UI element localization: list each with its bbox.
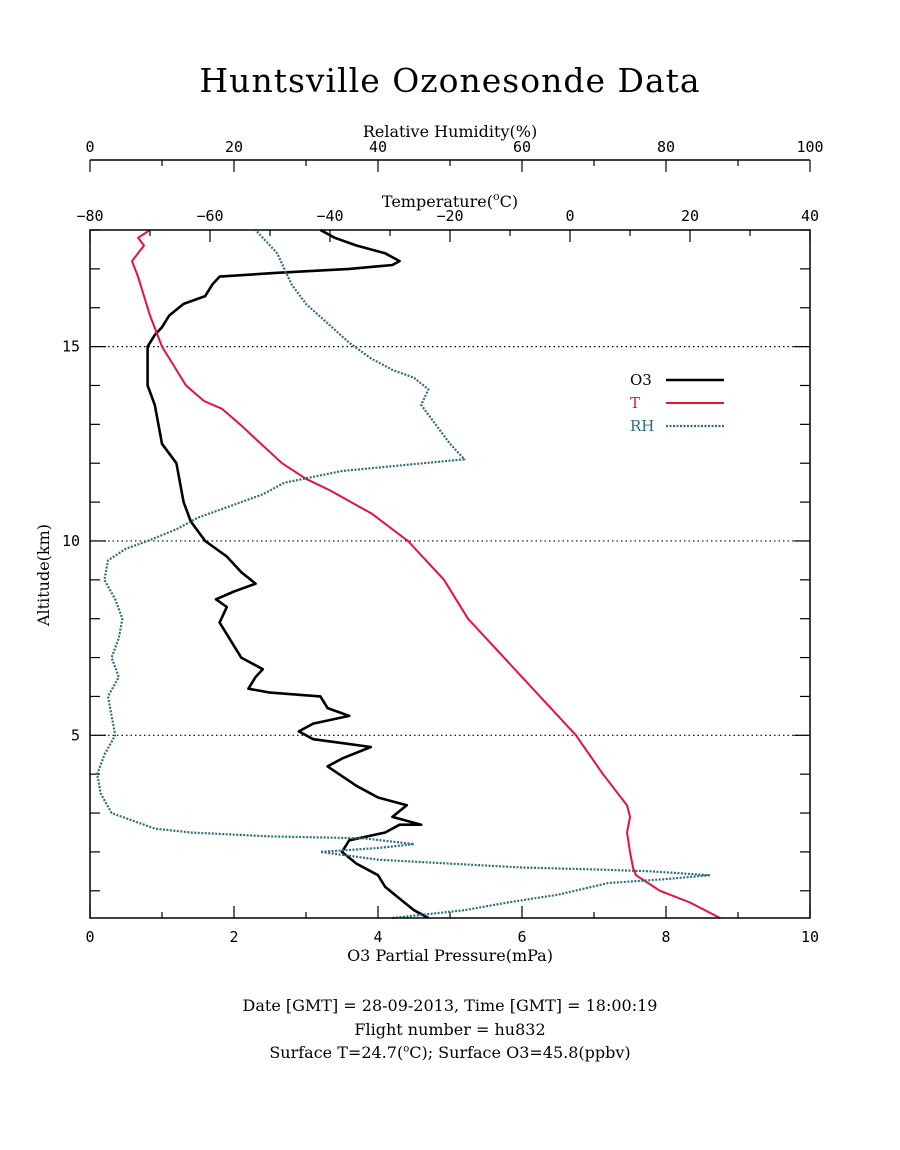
plot-frame (89, 229, 811, 919)
o3-tick-label: 2 (229, 928, 238, 946)
o3-axis-label: O3 Partial Pressure(mPa) (347, 946, 553, 965)
rh-tick-label: 60 (513, 138, 531, 156)
t-tick-label: 0 (565, 207, 574, 225)
rh-axis-label: Relative Humidity(%) (363, 122, 537, 141)
footer-surface-values: Surface T=24.7(oC); Surface O3=45.8(ppbv… (269, 1043, 631, 1062)
legend-label-o3: O3 (630, 371, 652, 389)
rh-series-line (96, 229, 711, 920)
o3-tick-label: 6 (517, 928, 526, 946)
rh-tick-label: 0 (85, 138, 94, 156)
altitude-tick-label: 10 (62, 532, 80, 550)
temperature-axis-label: Temperature(oC) (382, 190, 518, 211)
t-tick-label: −80 (76, 207, 103, 225)
data-series (96, 228, 721, 920)
altitude-tick-label: 5 (71, 726, 80, 744)
axis-ticks: 0 2 4 6 8 10 −80 −60 −40 −20 0 20 40 0 20 40 60 80 100 5 10 1… (62, 138, 824, 946)
t-tick-label: 20 (681, 207, 699, 225)
t-tick-label: −20 (436, 207, 463, 225)
legend: O3 T RH (630, 371, 724, 435)
o3-tick-label: 0 (85, 928, 94, 946)
o3-tick-label: 4 (373, 928, 382, 946)
t-tick-label: −60 (196, 207, 223, 225)
altitude-tick-label: 15 (62, 338, 80, 356)
o3-tick-label: 10 (801, 928, 819, 946)
rh-tick-label: 20 (225, 138, 243, 156)
o3-tick-label: 8 (661, 928, 670, 946)
altitude-gridlines (90, 346, 810, 736)
t-tick-label: −40 (316, 207, 343, 225)
rh-tick-label: 40 (369, 138, 387, 156)
t-series-line (131, 229, 721, 919)
footer-date-time: Date [GMT] = 28-09-2013, Time [GMT] = 18… (242, 996, 658, 1015)
altitude-axis-label: Altitude(km) (34, 524, 53, 627)
t-tick-label: 40 (801, 207, 819, 225)
rh-tick-label: 80 (657, 138, 675, 156)
o3-series-line (146, 228, 430, 920)
chart-title: Huntsville Ozonesonde Data (199, 61, 700, 100)
rh-tick-label: 100 (796, 138, 823, 156)
legend-label-rh: RH (630, 417, 654, 435)
footer-flight-number: Flight number = hu832 (354, 1020, 546, 1039)
legend-label-t: T (630, 394, 640, 412)
